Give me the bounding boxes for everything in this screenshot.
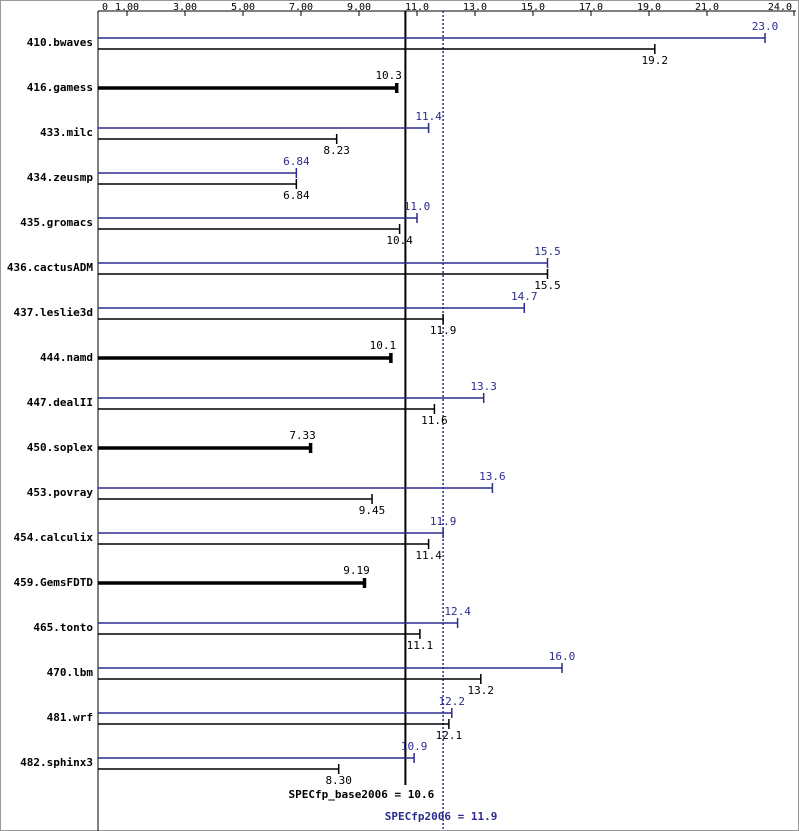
bar <box>98 674 482 684</box>
bar <box>98 708 453 718</box>
value-label: 11.6 <box>421 414 448 427</box>
category-label: 481.wrf <box>47 711 93 724</box>
x-tick-label: 9.00 <box>347 2 371 13</box>
value-label: 6.84 <box>283 189 310 202</box>
category-label: 444.namd <box>40 351 93 364</box>
value-label: 13.3 <box>470 380 497 393</box>
value-label: 15.5 <box>534 279 561 292</box>
bar <box>98 528 444 538</box>
value-label: 11.9 <box>430 515 457 528</box>
bar <box>98 303 526 313</box>
x-tick-label: 17.0 <box>579 2 603 13</box>
reference-label: SPECfp2006 = 11.9 <box>385 810 498 823</box>
bar <box>98 578 367 588</box>
bar <box>98 83 399 93</box>
x-tick-label: 0 <box>102 2 108 13</box>
bar <box>98 753 415 763</box>
value-label: 12.4 <box>444 605 471 618</box>
value-label: 6.84 <box>283 155 310 168</box>
x-tick-label: 3.00 <box>173 2 197 13</box>
value-label: 11.4 <box>415 549 442 562</box>
bar <box>98 618 459 628</box>
value-label: 8.30 <box>325 774 352 787</box>
bar <box>98 134 338 144</box>
value-label: 11.9 <box>430 324 457 337</box>
value-label: 23.0 <box>752 20 779 33</box>
bar <box>98 258 549 268</box>
value-label: 10.9 <box>401 740 428 753</box>
x-tick-label: 5.00 <box>231 2 255 13</box>
bar <box>98 213 418 223</box>
category-label: 453.povray <box>27 486 94 499</box>
value-label: 8.23 <box>323 144 350 157</box>
bar <box>98 629 421 639</box>
x-tick-label: 15.0 <box>521 2 545 13</box>
bar <box>98 404 436 414</box>
value-label: 10.4 <box>386 234 413 247</box>
value-label: 9.45 <box>359 504 386 517</box>
x-tick-label: 11.0 <box>405 2 429 13</box>
category-label: 465.tonto <box>33 621 93 634</box>
bar <box>98 314 444 324</box>
value-label: 11.4 <box>415 110 442 123</box>
bar <box>98 443 313 453</box>
category-label: 482.sphinx3 <box>20 756 93 769</box>
bar <box>98 353 393 363</box>
category-label: 437.leslie3d <box>14 306 93 319</box>
bar <box>98 719 450 729</box>
bar <box>98 224 401 234</box>
category-label: 447.dealII <box>27 396 93 409</box>
bar <box>98 393 485 403</box>
value-label: 19.2 <box>642 54 669 67</box>
category-label: 410.bwaves <box>27 36 93 49</box>
category-label: 450.soplex <box>27 441 94 454</box>
bar <box>98 539 430 549</box>
value-label: 7.33 <box>289 429 316 442</box>
value-label: 12.1 <box>436 729 463 742</box>
bar <box>98 44 656 54</box>
category-label: 433.milc <box>40 126 93 139</box>
bar <box>98 663 563 673</box>
bar <box>98 123 430 133</box>
category-label: 470.lbm <box>47 666 94 679</box>
bar <box>98 764 340 774</box>
value-label: 12.2 <box>439 695 466 708</box>
value-label: 16.0 <box>549 650 576 663</box>
value-label: 15.5 <box>534 245 561 258</box>
value-label: 14.7 <box>511 290 538 303</box>
category-label: 416.gamess <box>27 81 93 94</box>
bar <box>98 483 494 493</box>
value-label: 11.1 <box>407 639 434 652</box>
category-label: 435.gromacs <box>20 216 93 229</box>
value-label: 10.3 <box>375 69 402 82</box>
x-tick-label: 7.00 <box>289 2 313 13</box>
reference-label: SPECfp_base2006 = 10.6 <box>289 788 435 801</box>
bar <box>98 33 766 43</box>
value-label: 9.19 <box>343 564 370 577</box>
bar <box>98 179 298 189</box>
value-label: 13.2 <box>468 684 495 697</box>
bar <box>98 269 549 279</box>
category-label: 434.zeusmp <box>27 171 94 184</box>
x-tick-label: 1.00 <box>115 2 139 13</box>
value-label: 13.6 <box>479 470 506 483</box>
category-label: 459.GemsFDTD <box>14 576 94 589</box>
x-tick-label: 19.0 <box>637 2 661 13</box>
x-tick-label: 13.0 <box>463 2 487 13</box>
x-tick-label: 21.0 <box>695 2 719 13</box>
bar <box>98 494 373 504</box>
value-label: 11.0 <box>404 200 431 213</box>
category-label: 454.calculix <box>14 531 94 544</box>
x-tick-label: 24.0 <box>768 2 792 13</box>
value-label: 10.1 <box>370 339 397 352</box>
bar <box>98 168 298 178</box>
category-label: 436.cactusADM <box>7 261 93 274</box>
